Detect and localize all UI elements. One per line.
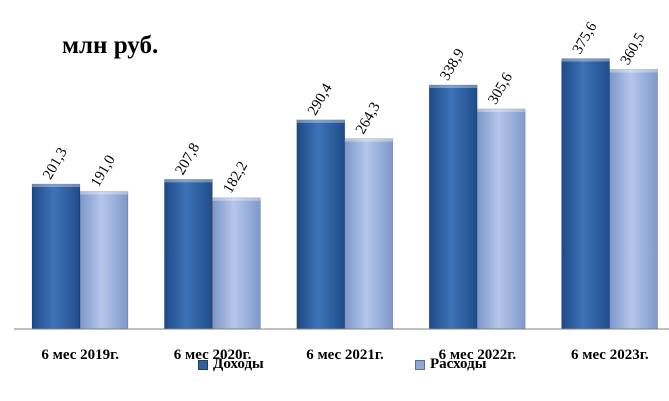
legend-label-income: Доходы bbox=[213, 356, 264, 372]
value-label-expenses-3: 264,3 bbox=[353, 100, 384, 137]
bar-top-highlight bbox=[429, 84, 478, 88]
category-label-5: 6 мес 2023г. bbox=[571, 347, 649, 363]
category-label-2: 6 мес 2020г. bbox=[174, 347, 252, 363]
bar-income-5 bbox=[561, 58, 610, 330]
bar-income-1 bbox=[31, 183, 81, 330]
bar-top-highlight bbox=[164, 179, 213, 183]
bar-top-highlight bbox=[477, 108, 526, 112]
legend-item-income: Доходы bbox=[198, 356, 264, 373]
value-label-income-3: 290,4 bbox=[305, 81, 336, 119]
bar-top-highlight bbox=[609, 69, 658, 73]
bar-expenses-3 bbox=[344, 138, 394, 330]
bar-top-highlight bbox=[212, 197, 261, 201]
bar-expenses-4 bbox=[476, 108, 526, 330]
bar-top-highlight bbox=[296, 119, 345, 123]
bar-expenses-5 bbox=[609, 69, 658, 330]
legend-swatch-income bbox=[198, 359, 208, 370]
bar-income-2 bbox=[164, 179, 213, 330]
bar-expenses-1 bbox=[79, 191, 129, 330]
bar-income-4 bbox=[428, 84, 478, 330]
unit-label: млн руб. bbox=[62, 32, 159, 59]
value-label-income-1: 201,3 bbox=[40, 145, 71, 182]
value-label-expenses-4: 305,6 bbox=[485, 70, 516, 108]
bar-top-highlight bbox=[80, 191, 128, 195]
legend: Доходы Расходы bbox=[0, 356, 669, 386]
legend-swatch-expenses bbox=[415, 359, 425, 370]
value-label-income-4: 338,9 bbox=[437, 46, 468, 83]
bar-income-3 bbox=[296, 119, 346, 330]
category-label-4: 6 мес 2022г. bbox=[439, 347, 517, 363]
legend-item-expenses: Расходы bbox=[415, 356, 486, 373]
bar-top-highlight bbox=[32, 184, 80, 188]
category-label-3: 6 мес 2021г. bbox=[306, 347, 384, 363]
value-label-expenses-1: 191,0 bbox=[88, 153, 119, 190]
bar-expenses-2 bbox=[212, 197, 261, 330]
bar-top-highlight bbox=[344, 138, 393, 142]
category-label-1: 6 мес 2019г. bbox=[41, 347, 119, 363]
value-label-expenses-5: 360,5 bbox=[618, 31, 649, 68]
value-label-income-2: 207,8 bbox=[173, 140, 204, 177]
bar-top-highlight bbox=[561, 58, 610, 62]
value-label-income-5: 375,6 bbox=[570, 19, 601, 57]
value-label-expenses-2: 182,2 bbox=[221, 159, 252, 196]
legend-label-expenses: Расходы bbox=[430, 356, 487, 372]
